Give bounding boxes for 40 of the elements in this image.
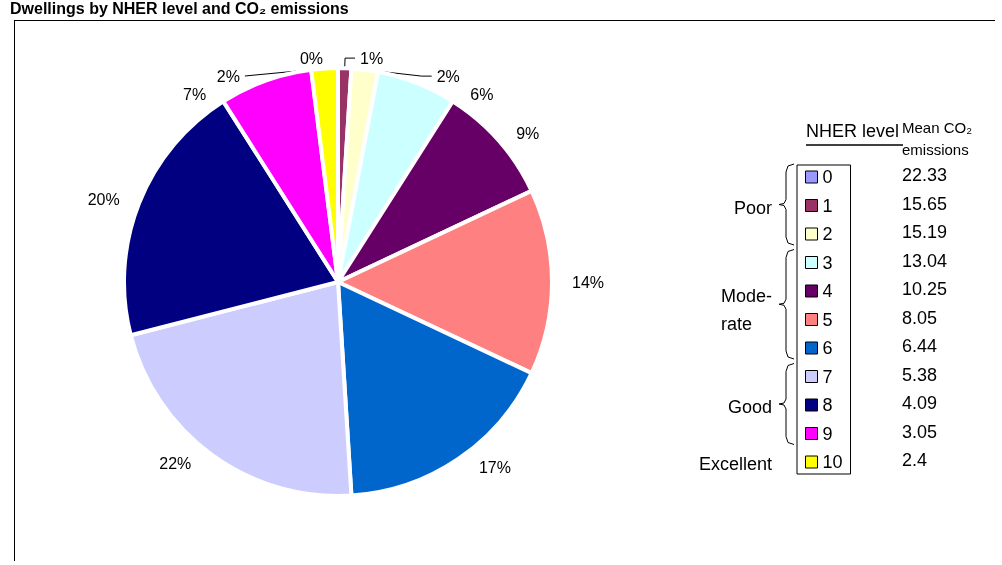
legend-label: 2 xyxy=(822,224,833,244)
data-label: 6% xyxy=(470,85,494,103)
text: 3.05 xyxy=(902,421,938,442)
chart-title: Dwellings by NHER level and CO₂ emissions xyxy=(10,0,349,18)
text: 6.44 xyxy=(902,336,938,356)
data-label: 20% xyxy=(87,191,120,209)
text: Good xyxy=(727,397,773,417)
legend-label: 5 xyxy=(822,309,833,330)
text: Mean CO₂ emissions xyxy=(902,118,973,158)
text: 5.38 xyxy=(902,364,938,385)
legend-label: 1 xyxy=(822,195,833,216)
text: 0% xyxy=(299,49,323,67)
text: 22.33 xyxy=(902,165,948,185)
legend-label: 10 xyxy=(822,452,843,472)
legend-label: 9 xyxy=(822,423,833,444)
data-label: 17% xyxy=(478,458,511,476)
text: Excellent xyxy=(698,454,773,474)
data-label: 7% xyxy=(183,85,207,103)
text: Poor xyxy=(733,197,773,218)
legend-label: 4 xyxy=(822,281,833,301)
legend-label: 3 xyxy=(822,252,833,273)
data-label: 1% xyxy=(360,49,384,67)
data-label: 2% xyxy=(216,67,240,85)
legend-label: 7 xyxy=(822,366,833,387)
text: 10.25 xyxy=(902,279,948,299)
data-label: 14% xyxy=(572,273,605,291)
legend-label: 8 xyxy=(822,395,833,415)
data-label: 9% xyxy=(516,125,540,143)
text: 15.19 xyxy=(902,222,948,242)
legend-title: NHER level xyxy=(806,121,900,141)
text: 2.4 xyxy=(902,450,928,470)
text: 13.04 xyxy=(902,250,948,271)
text: 4.09 xyxy=(902,393,938,413)
text: 8.05 xyxy=(902,307,938,328)
text: Mode- rate xyxy=(720,286,773,335)
text: 15.65 xyxy=(902,193,948,214)
data-label: 22% xyxy=(159,454,192,472)
legend-label: 6 xyxy=(822,338,833,358)
data-label: 2% xyxy=(436,67,460,85)
legend-label: 0 xyxy=(822,167,833,187)
